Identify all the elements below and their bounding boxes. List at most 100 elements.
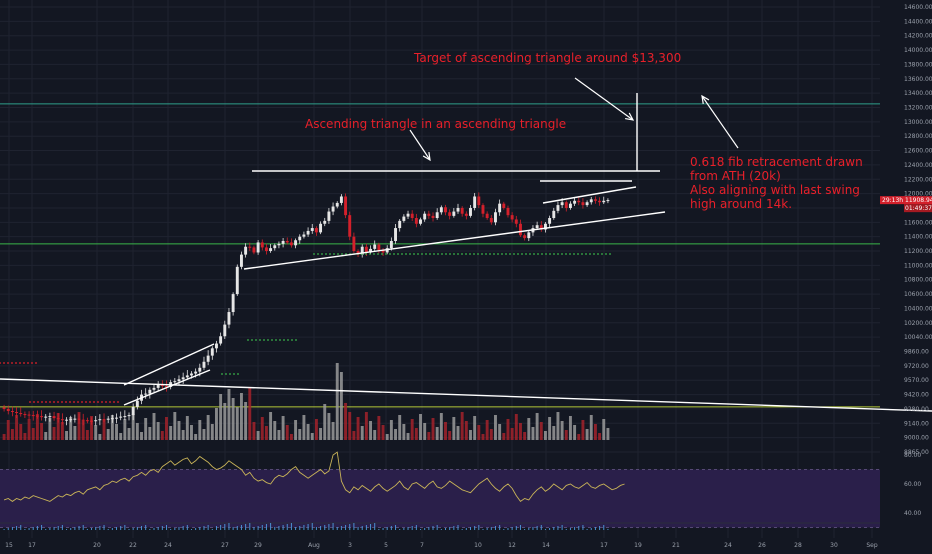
- mini-histogram-bar: [582, 525, 584, 530]
- mini-histogram-bar: [503, 529, 505, 530]
- mini-histogram-bar: [61, 525, 63, 530]
- volume-bar: [289, 434, 293, 440]
- time-tick-label: 19: [634, 542, 642, 549]
- annotation-fib-retracement: 0.618 fib retracement drawn from ATH (20…: [690, 155, 880, 211]
- green-dot: [537, 253, 539, 255]
- price-tick-label: 10800.00: [904, 277, 932, 284]
- arrow-shaft: [701, 95, 739, 149]
- red-dot: [101, 401, 103, 403]
- volume-bar: [543, 431, 547, 440]
- volume-bar: [460, 412, 464, 440]
- price-tick-label: 10200.00: [904, 320, 932, 327]
- red-dot: [73, 401, 75, 403]
- candle-body: [48, 416, 52, 418]
- annotation-fib-line-1: 0.618 fib retracement drawn: [690, 155, 863, 169]
- candle-body: [598, 200, 602, 203]
- candle-body: [2, 407, 6, 409]
- price-tick-label: 13800.00: [904, 61, 932, 68]
- candle-body: [102, 419, 106, 421]
- volume-bar: [385, 434, 389, 440]
- volume-bar: [81, 421, 85, 440]
- volume-bar: [215, 408, 218, 440]
- red-dot: [37, 401, 39, 403]
- red-dot: [57, 401, 59, 403]
- volume-bar: [277, 430, 281, 440]
- candle-body: [294, 240, 298, 246]
- green-dot: [225, 373, 227, 375]
- trendline: [123, 343, 215, 386]
- green-dot: [493, 253, 495, 255]
- green-dot: [501, 253, 503, 255]
- green-dot: [429, 253, 431, 255]
- mini-histogram-bar: [253, 527, 255, 530]
- candle-body: [73, 418, 77, 420]
- green-dot: [365, 253, 367, 255]
- mini-histogram-bar: [365, 525, 367, 530]
- arrow-head: [625, 112, 635, 121]
- mini-histogram-bar: [116, 527, 118, 530]
- arrow-shaft: [409, 129, 431, 161]
- candle-body: [56, 418, 60, 420]
- mini-histogram-bar: [165, 525, 167, 530]
- green-dot: [333, 253, 335, 255]
- mini-histogram-bar: [590, 528, 592, 530]
- candle-body: [227, 312, 231, 325]
- candle-body: [543, 223, 547, 230]
- volume-bar: [431, 418, 435, 440]
- trendline: [0, 378, 932, 412]
- mini-histogram-bar: [453, 526, 455, 530]
- green-dot: [381, 253, 383, 255]
- mini-histogram-bar: [349, 524, 351, 530]
- price-tick-label: 12200.00: [904, 176, 932, 183]
- green-dot: [397, 253, 399, 255]
- mini-histogram-bar: [174, 528, 176, 530]
- mini-histogram-bar: [307, 524, 309, 530]
- volume-bar: [264, 426, 268, 440]
- volume-bar: [581, 420, 585, 440]
- mini-histogram-bar: [519, 525, 521, 530]
- annotation-fib-line-2: from ATH (20k): [690, 169, 781, 183]
- volume-bar: [69, 417, 73, 440]
- candle-body: [239, 254, 243, 267]
- oscillator-tick-label: 80.00: [904, 452, 921, 459]
- mini-histogram-bar: [245, 524, 247, 530]
- candle-body: [523, 235, 527, 239]
- candle-body: [69, 419, 73, 421]
- volume-bar: [148, 427, 152, 440]
- candle-body: [469, 207, 472, 216]
- candle-body: [269, 248, 273, 252]
- volume-bar: [310, 433, 314, 440]
- mini-histogram-bar: [57, 526, 59, 530]
- candle-body: [398, 220, 402, 229]
- candle-body: [90, 420, 93, 422]
- candle-body: [281, 240, 285, 244]
- rsi-line: [3, 451, 625, 503]
- candle-body: [40, 416, 44, 418]
- volume-bar: [56, 413, 60, 440]
- candle-body: [535, 225, 539, 229]
- candle-body: [410, 213, 414, 219]
- green-dot: [433, 253, 435, 255]
- candle-body: [148, 389, 152, 394]
- price-tick-label: 11200.00: [904, 248, 932, 255]
- candle-body: [198, 367, 202, 372]
- mini-histogram-bar: [228, 523, 230, 530]
- candle-body: [127, 415, 131, 417]
- candle-body: [144, 393, 148, 395]
- volume-bar: [469, 430, 472, 440]
- price-tick-label: 9000.00: [904, 435, 929, 442]
- volume-bar: [394, 429, 397, 440]
- mini-histogram-bar: [153, 528, 155, 530]
- volume-bar: [123, 419, 127, 440]
- candle-body: [256, 242, 260, 253]
- mini-histogram-bar: [469, 527, 471, 530]
- mini-histogram-bar: [20, 525, 22, 530]
- candle-body: [498, 203, 502, 213]
- volume-bar: [506, 419, 510, 440]
- green-dot: [421, 253, 423, 255]
- volume-bar: [231, 398, 235, 440]
- candle-body: [27, 414, 31, 416]
